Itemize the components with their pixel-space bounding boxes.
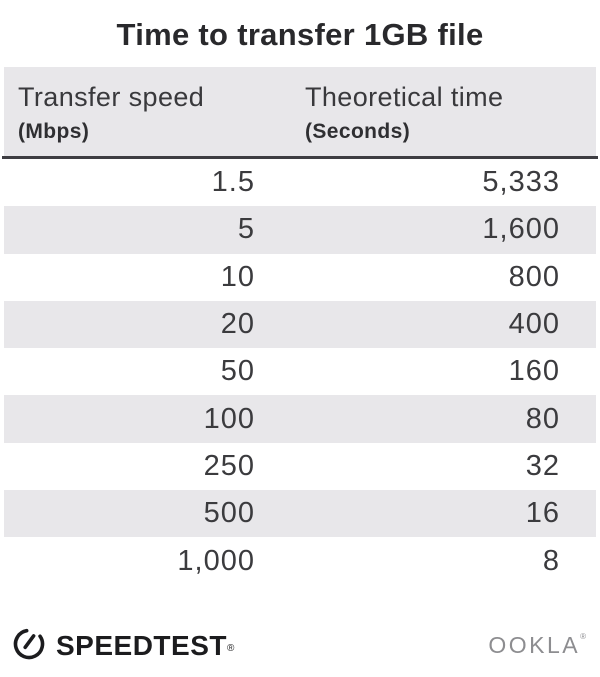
time-cell: 80	[525, 402, 560, 435]
column-unit: (Mbps)	[18, 120, 90, 143]
speed-cell: 250	[203, 449, 255, 482]
table-row: 1,000 8	[4, 537, 596, 584]
time-cell: 16	[525, 497, 560, 530]
table-row: 10 800	[4, 254, 596, 301]
time-cell: 1,600	[482, 213, 560, 246]
table-row: 1.5 5,333	[4, 159, 596, 206]
registered-mark: ®	[580, 632, 586, 642]
header-divider	[2, 156, 598, 159]
speed-cell: 100	[203, 402, 255, 435]
table-row: 20 400	[4, 300, 596, 349]
speed-cell: 50	[220, 355, 255, 388]
time-cell: 5,333	[482, 166, 560, 199]
speed-cell: 5	[237, 213, 255, 246]
time-cell: 32	[525, 449, 560, 482]
time-cell: 8	[542, 544, 560, 577]
speedtest-wordmark: SPEEDTEST®	[56, 629, 235, 661]
table-row: 50 160	[4, 348, 596, 395]
speedtest-gauge-icon	[10, 624, 48, 667]
column-header-theoretical-time: Theoretical time (Seconds)	[305, 79, 596, 145]
footer: SPEEDTEST® OOKLA®	[10, 627, 590, 665]
column-header-transfer-speed: Transfer speed (Mbps)	[4, 79, 305, 145]
table-row: 5 1,600	[4, 206, 596, 254]
table-row: 500 16	[4, 490, 596, 538]
speedtest-logo: SPEEDTEST®	[10, 624, 235, 667]
time-cell: 160	[508, 355, 560, 388]
table-row: 100 80	[4, 395, 596, 443]
speed-cell: 1,000	[177, 544, 255, 577]
table-row: 250 32	[4, 443, 596, 490]
ookla-logo: OOKLA®	[488, 632, 586, 659]
speed-cell: 10	[220, 260, 255, 293]
speed-cell: 500	[203, 497, 255, 530]
table-body: 1.5 5,333 5 1,600 10 800 20 400 50 160 1…	[4, 159, 596, 585]
column-label: Transfer speed	[18, 82, 205, 112]
speed-cell: 20	[220, 308, 255, 341]
table-header: Transfer speed (Mbps) Theoretical time (…	[4, 67, 596, 156]
time-cell: 800	[508, 260, 560, 293]
column-unit: (Seconds)	[305, 120, 411, 143]
time-cell: 400	[508, 308, 560, 341]
column-label: Theoretical time	[305, 82, 504, 112]
page-title: Time to transfer 1GB file	[116, 17, 484, 52]
speed-cell: 1.5	[211, 166, 255, 199]
registered-mark: ®	[226, 642, 235, 654]
